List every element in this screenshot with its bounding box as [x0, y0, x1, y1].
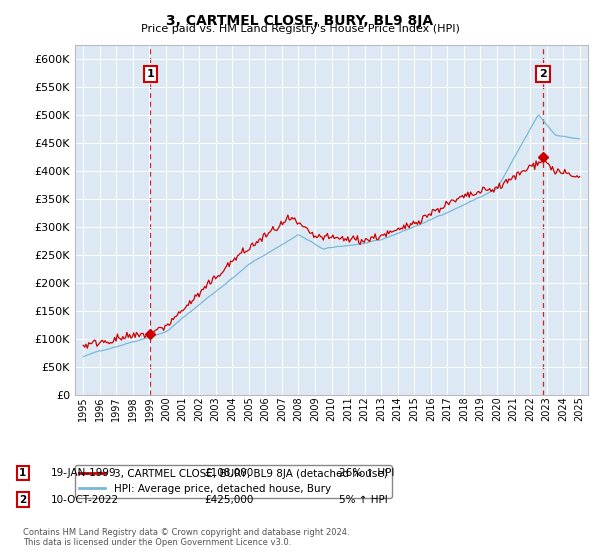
Text: 3, CARTMEL CLOSE, BURY, BL9 8JA: 3, CARTMEL CLOSE, BURY, BL9 8JA	[166, 14, 434, 28]
Text: £425,000: £425,000	[204, 494, 253, 505]
Text: 5% ↑ HPI: 5% ↑ HPI	[339, 494, 388, 505]
Text: Price paid vs. HM Land Registry's House Price Index (HPI): Price paid vs. HM Land Registry's House …	[140, 24, 460, 34]
Text: 1: 1	[19, 468, 26, 478]
Text: 2: 2	[539, 69, 547, 79]
Text: Contains HM Land Registry data © Crown copyright and database right 2024.
This d: Contains HM Land Registry data © Crown c…	[23, 528, 349, 547]
Text: 10-OCT-2022: 10-OCT-2022	[51, 494, 119, 505]
Text: 2: 2	[19, 494, 26, 505]
Text: 19-JAN-1999: 19-JAN-1999	[51, 468, 116, 478]
Text: 1: 1	[146, 69, 154, 79]
Text: 26% ↑ HPI: 26% ↑ HPI	[339, 468, 394, 478]
Text: £108,000: £108,000	[204, 468, 253, 478]
Legend: 3, CARTMEL CLOSE, BURY, BL9 8JA (detached house), HPI: Average price, detached h: 3, CARTMEL CLOSE, BURY, BL9 8JA (detache…	[75, 465, 392, 498]
